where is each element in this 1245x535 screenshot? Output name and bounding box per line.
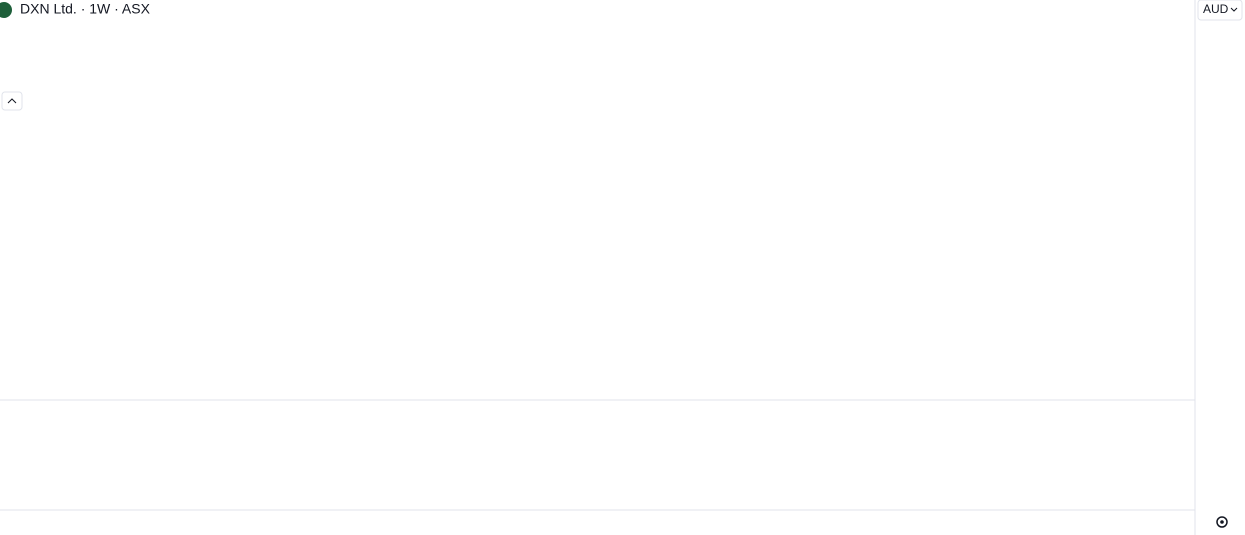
settings-dot [1220,520,1224,524]
collapse-icon [7,98,17,104]
collapse-button[interactable] [1,91,23,111]
settings-button[interactable] [1216,516,1228,528]
currency-button[interactable] [1197,0,1243,21]
currency[interactable]: AUD [1203,2,1229,16]
currency-caret [1230,7,1238,12]
chart-title: DXN Ltd. · 1W · ASX [20,1,151,17]
symbol-logo [0,2,12,18]
